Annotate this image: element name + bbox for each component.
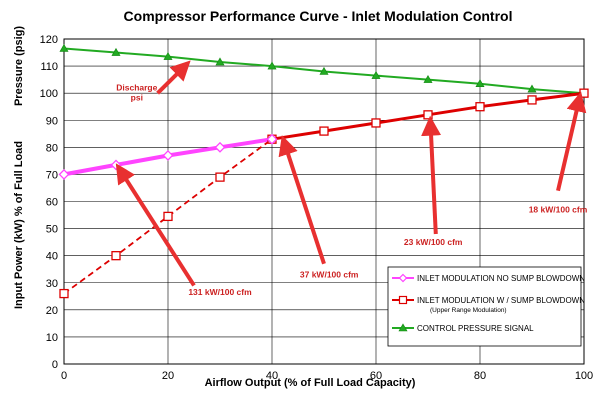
marker-sump [163,211,173,222]
x-tick-label: 80 [474,370,486,382]
x-tick-label: 100 [575,370,593,382]
marker-control-pressure [475,79,485,87]
marker-no-sump [110,159,122,171]
marker-sump [475,102,485,112]
series-line-sump-dashed [63,138,273,295]
marker-control-pressure [267,61,277,70]
legend-box [387,266,582,347]
y-axis-label-pressure: Pressure (psig) [13,26,25,106]
marker-control-pressure [111,47,121,56]
legend: INLET MODULATION NO SUMP BLOWDOWN INLET … [387,266,585,347]
annotation-label: 37 kW/100 cfm [300,269,359,279]
annotation-label: 23 kW/100 cfm [404,237,463,247]
y-tick-label: 120 [40,34,58,46]
y-tick-label: 80 [46,142,58,154]
legend-note-sump: (Upper Range Modulation) [430,307,507,314]
y-tick-label: 70 [46,169,58,181]
legend-label-control: CONTROL PRESSURE SIGNAL [417,324,534,333]
marker-sump [579,88,589,98]
marker-control-pressure [163,51,173,60]
y-tick-label: 30 [46,278,58,290]
x-tick-label: 0 [61,370,67,382]
marker-control-pressure [215,57,225,66]
y-tick-label: 100 [40,88,58,100]
annotation-arrow [115,163,196,287]
marker-control-pressure [371,70,381,79]
annotation-arrow [156,60,191,95]
annotation-arrow [556,91,587,192]
annotation-arrow [421,115,442,235]
y-tick-label: 0 [52,359,58,371]
y-tick-label: 90 [46,115,58,127]
gridlines [64,39,584,364]
x-axis-ticks: 0 20 40 60 80 100 [61,370,593,382]
marker-sump [59,288,69,299]
x-tick-label: 40 [266,370,278,382]
marker-sump [423,110,433,120]
chart-title: Compressor Performance Curve - Inlet Mod… [124,8,513,24]
series-layer [58,43,589,299]
marker-sump [527,95,537,105]
y-tick-label: 110 [40,61,58,73]
y-axis-label-power: Input Power (kW) % of Full Load [13,141,25,309]
marker-sump [215,172,225,182]
x-tick-label: 60 [370,370,382,382]
marker-control-pressure [423,75,433,83]
annotation-label: 18 kW/100 cfm [529,204,588,214]
legend-marker-diamond [398,273,408,283]
annotation-label-line2: psi [131,92,143,102]
marker-no-sump [214,141,226,153]
y-tick-label: 40 [46,251,58,263]
marker-no-sump [266,133,278,145]
y-tick-label: 10 [46,332,58,344]
annotation-label: 131 kW/100 cfm [188,287,252,297]
marker-no-sump [162,150,174,161]
legend-label-sump: INLET MODULATION W / SUMP BLOWDOWN [417,296,585,305]
y-axis-ticks: 0 10 20 30 40 50 60 70 80 90 100 110 120 [40,34,58,371]
legend-marker-triangle [398,323,408,332]
marker-control-pressure [319,66,329,75]
legend-marker-square [398,295,408,305]
marker-no-sump [58,168,70,180]
annotation-label: Discharge [116,82,157,92]
y-tick-label: 60 [46,197,58,209]
legend-label-no-sump: INLET MODULATION NO SUMP BLOWDOWN [417,274,585,283]
annotation-arrow [278,135,326,265]
marker-sump [319,126,329,136]
marker-control-pressure [527,84,537,93]
y-tick-label: 50 [46,224,58,236]
x-axis-label: Airflow Output (% of Full Load Capacity) [205,377,416,389]
y-tick-label: 20 [46,305,58,317]
marker-sump [111,251,121,261]
x-tick-label: 20 [162,370,174,382]
marker-sump [371,118,381,128]
plot-area-border [63,38,585,365]
marker-control-pressure [59,43,69,52]
